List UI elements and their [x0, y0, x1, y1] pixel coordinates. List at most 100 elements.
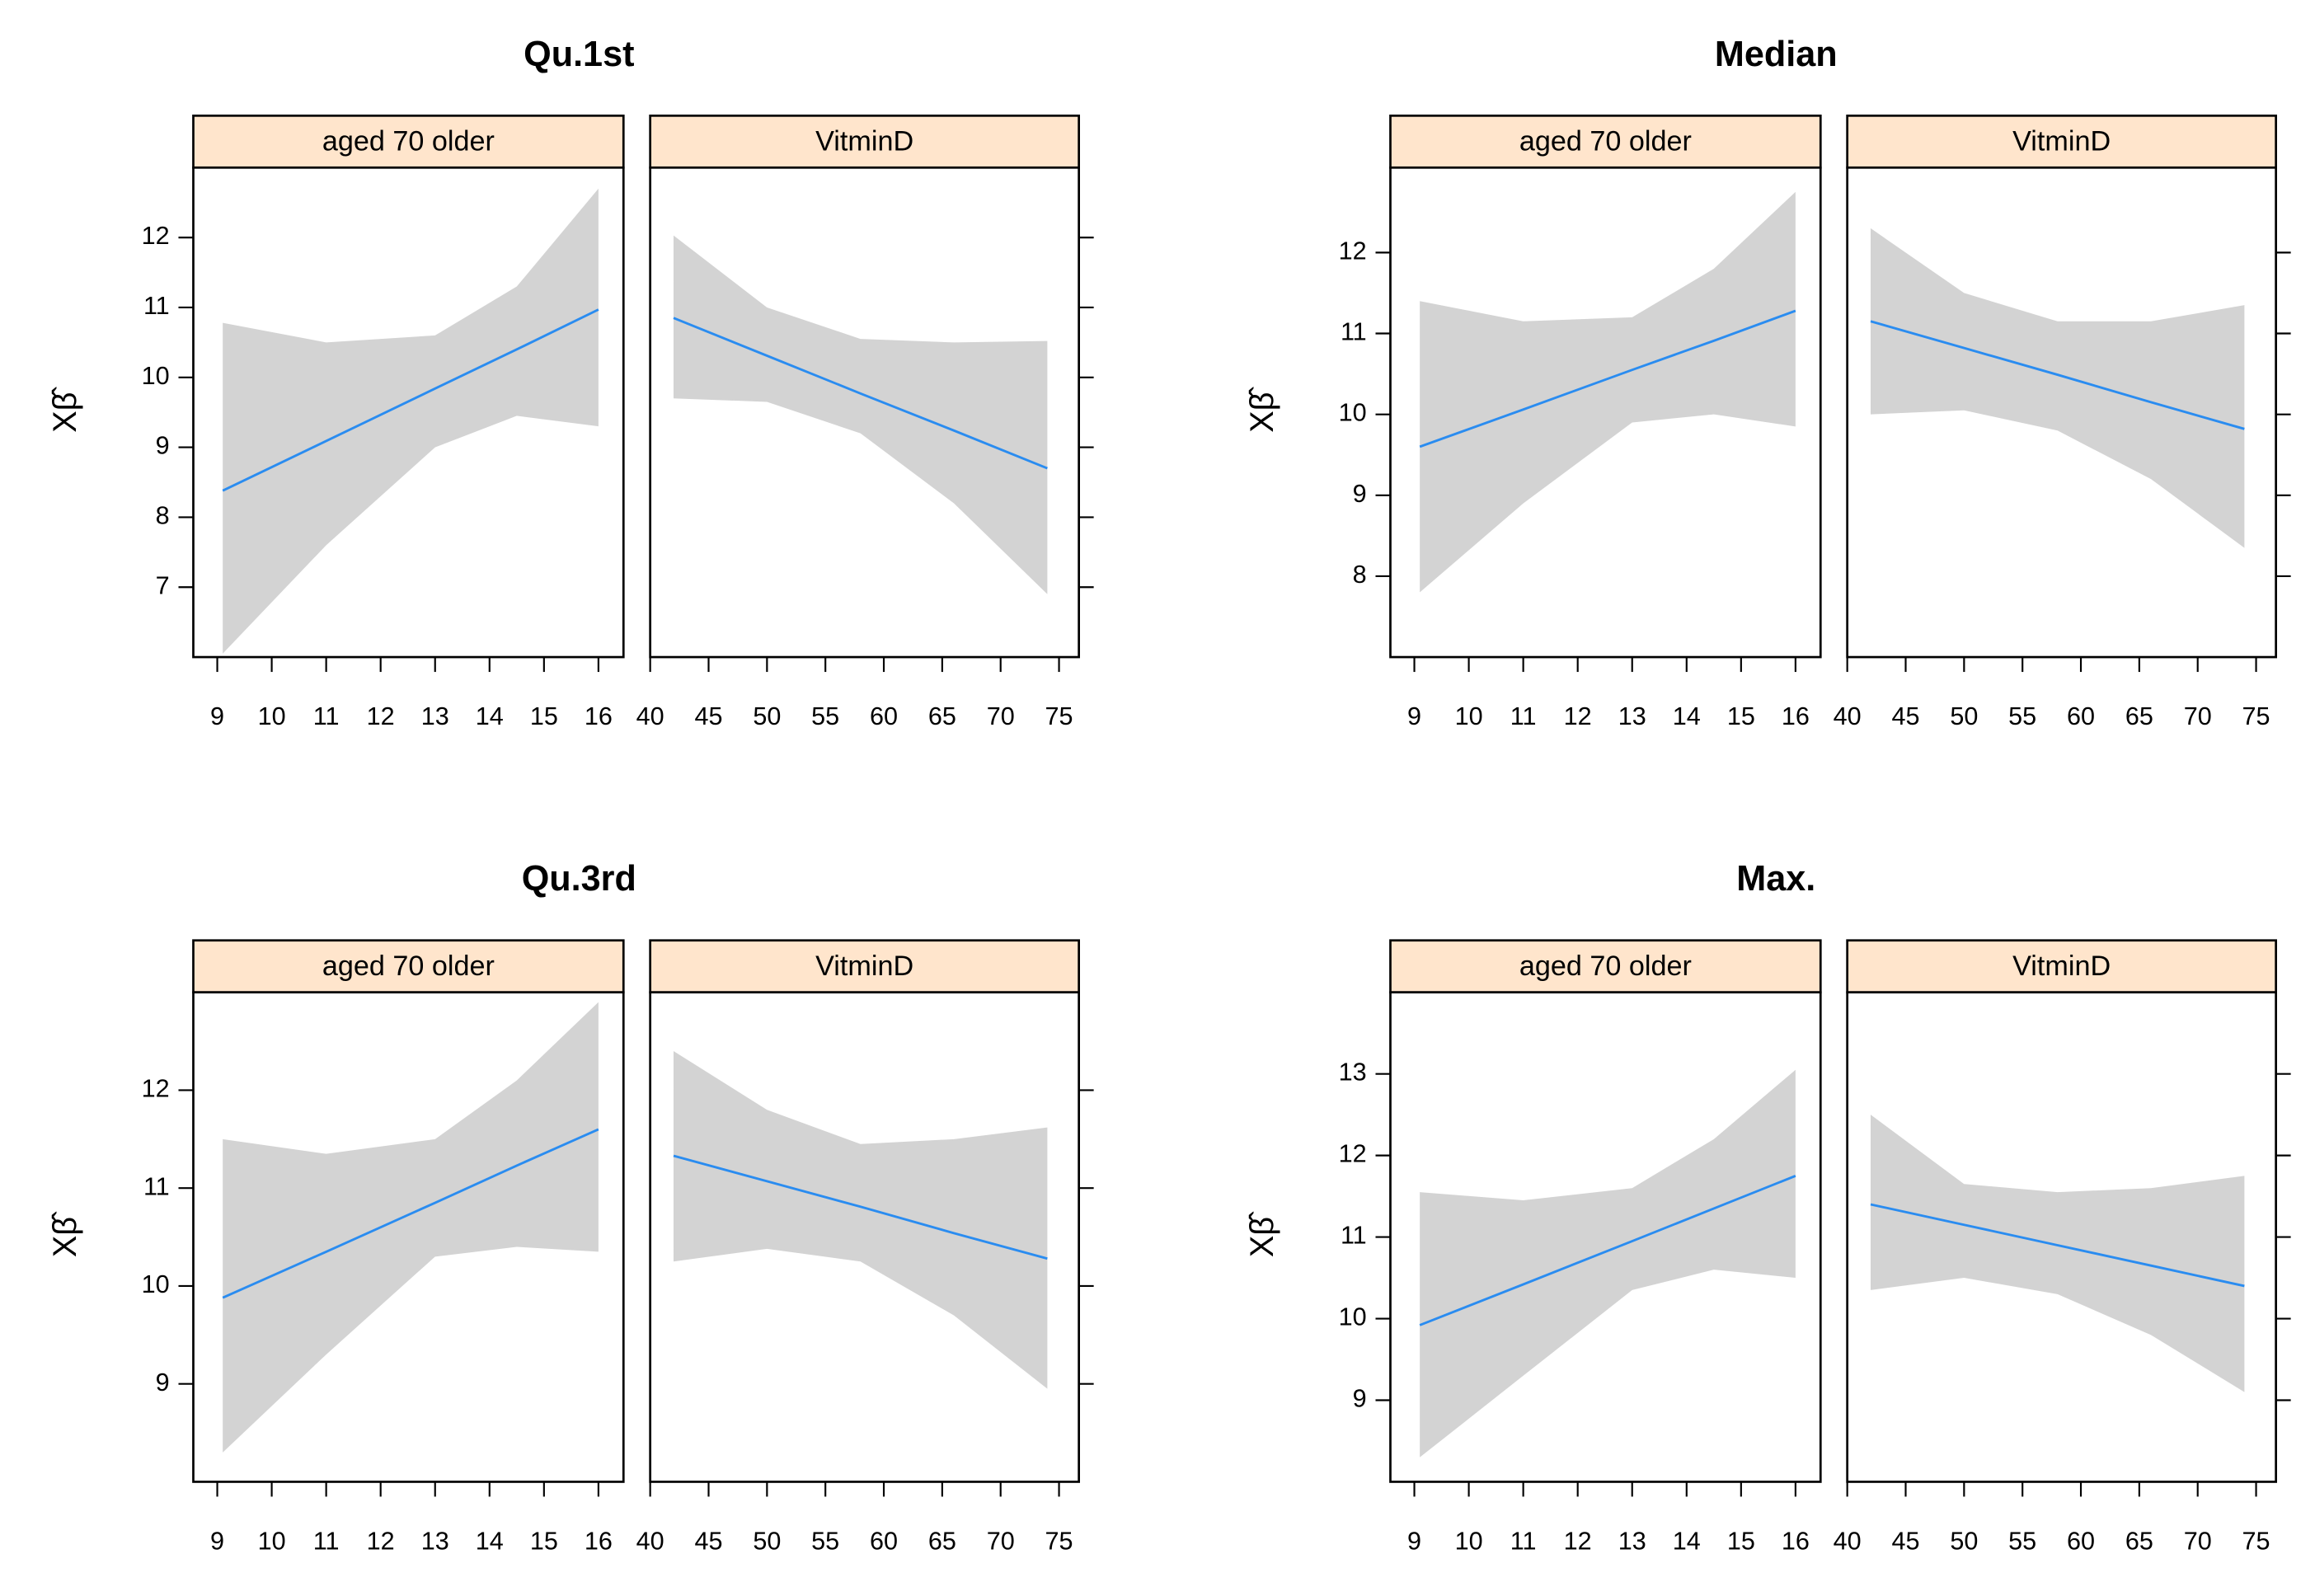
panel-border: [649, 166, 1080, 659]
x-tick-label: 12: [367, 702, 395, 730]
y-tick-label: 12: [1339, 1140, 1367, 1168]
strip-label: aged 70 older: [1519, 951, 1692, 982]
x-tick-label: 70: [987, 702, 1015, 730]
x-tick-label: 16: [585, 1527, 613, 1555]
x-tick-label: 9: [210, 702, 224, 730]
x-tick-label: 50: [1950, 1527, 1978, 1555]
x-tick-label: 65: [928, 702, 956, 730]
x-tick-label: 11: [313, 702, 340, 730]
effect-line: [222, 1128, 599, 1299]
effect-line: [1419, 1175, 1796, 1326]
x-tick-label: 75: [1045, 702, 1073, 730]
x-tick-label: 9: [1407, 1527, 1421, 1555]
effect-line: [222, 308, 599, 492]
x-tick-label: 75: [2242, 702, 2270, 730]
x-tick-label: 16: [1782, 702, 1810, 730]
x-tick-label: 50: [753, 702, 781, 730]
x-tick-label: 60: [870, 702, 898, 730]
strip-label: aged 70 older: [1519, 126, 1692, 157]
x-tick-label: 45: [694, 702, 722, 730]
x-tick-label: 40: [1834, 1527, 1862, 1555]
panel-border: [1846, 166, 2277, 659]
x-tick-label: 13: [1618, 1527, 1646, 1555]
strip-label: VitminD: [2012, 951, 2111, 982]
x-tick-label: 16: [1782, 1527, 1810, 1555]
panel-border: [649, 991, 1080, 1483]
y-tick-label: 8: [1353, 561, 1367, 589]
strip-label: aged 70 older: [322, 951, 495, 982]
x-tick-label: 15: [1727, 702, 1755, 730]
confidence-band: [1420, 191, 1796, 593]
y-tick-label: 13: [1339, 1059, 1367, 1087]
y-tick-label: 9: [156, 432, 170, 460]
x-tick-label: 13: [421, 702, 449, 730]
panel-border: [192, 166, 625, 659]
strip: [1389, 114, 1822, 169]
x-tick-label: 11: [1510, 1527, 1537, 1555]
y-tick-label: 11: [143, 1172, 170, 1200]
x-tick-label: 14: [1673, 702, 1701, 730]
y-tick-label: 10: [142, 1270, 170, 1298]
x-tick-label: 10: [258, 702, 286, 730]
y-tick-label: 10: [142, 362, 170, 390]
x-tick-label: 55: [811, 1527, 839, 1555]
x-tick-label: 14: [476, 1527, 504, 1555]
strip-label: VitminD: [815, 951, 913, 982]
y-tick-label: 11: [1341, 1222, 1367, 1250]
x-tick-label: 11: [1510, 702, 1537, 730]
strip-label: aged 70 older: [322, 126, 495, 157]
x-tick-label: 60: [870, 1527, 898, 1555]
x-tick-label: 45: [694, 1527, 722, 1555]
x-tick-label: 60: [2067, 1527, 2095, 1555]
strip: [192, 114, 625, 169]
x-tick-label: 65: [2125, 1527, 2153, 1555]
y-axis-label: Xβ̂: [1244, 1211, 1280, 1257]
x-tick-label: 40: [1834, 702, 1862, 730]
y-tick-label: 9: [1353, 1385, 1367, 1413]
x-tick-label: 70: [2184, 702, 2212, 730]
effect-line: [1870, 1203, 2245, 1288]
effect-line: [673, 1154, 1048, 1260]
chart-title: Median: [1715, 35, 1838, 74]
x-tick-label: 15: [530, 1527, 558, 1555]
chart-title: Qu.3rd: [522, 859, 636, 899]
x-tick-label: 14: [476, 702, 504, 730]
x-tick-label: 9: [210, 1527, 224, 1555]
strip-label: VitminD: [2012, 126, 2111, 157]
y-tick-label: 12: [142, 222, 170, 250]
x-tick-label: 50: [1950, 702, 1978, 730]
x-tick-label: 15: [1727, 1527, 1755, 1555]
y-tick-label: 11: [1341, 318, 1367, 346]
x-tick-label: 10: [1455, 1527, 1483, 1555]
confidence-band: [223, 188, 599, 654]
y-tick-label: 10: [1339, 1303, 1367, 1331]
strip: [1846, 939, 2277, 994]
x-tick-label: 65: [928, 1527, 956, 1555]
y-axis-label: Xβ̂: [47, 1211, 83, 1257]
x-tick-label: 75: [2242, 1527, 2270, 1555]
y-tick-label: 8: [156, 502, 170, 530]
confidence-band: [673, 235, 1048, 594]
y-tick-label: 7: [156, 571, 170, 599]
x-tick-label: 14: [1673, 1527, 1701, 1555]
effect-line: [1419, 309, 1796, 448]
x-tick-label: 55: [2008, 1527, 2036, 1555]
y-tick-label: 12: [1339, 237, 1367, 265]
x-tick-label: 75: [1045, 1527, 1073, 1555]
confidence-band: [1870, 228, 2245, 548]
y-tick-label: 10: [1339, 399, 1367, 427]
x-tick-label: 40: [636, 1527, 664, 1555]
x-tick-label: 50: [753, 1527, 781, 1555]
y-tick-label: 9: [1353, 480, 1367, 508]
x-tick-label: 55: [811, 702, 839, 730]
x-tick-label: 13: [421, 1527, 449, 1555]
effect-line: [673, 317, 1048, 470]
x-tick-label: 11: [313, 1527, 340, 1555]
y-axis-label: Xβ̂: [47, 387, 83, 433]
chart-title: Qu.1st: [524, 35, 634, 74]
x-tick-label: 45: [1891, 702, 1919, 730]
x-tick-label: 70: [2184, 1527, 2212, 1555]
strip-label: VitminD: [815, 126, 913, 157]
effect-line: [1870, 320, 2245, 430]
